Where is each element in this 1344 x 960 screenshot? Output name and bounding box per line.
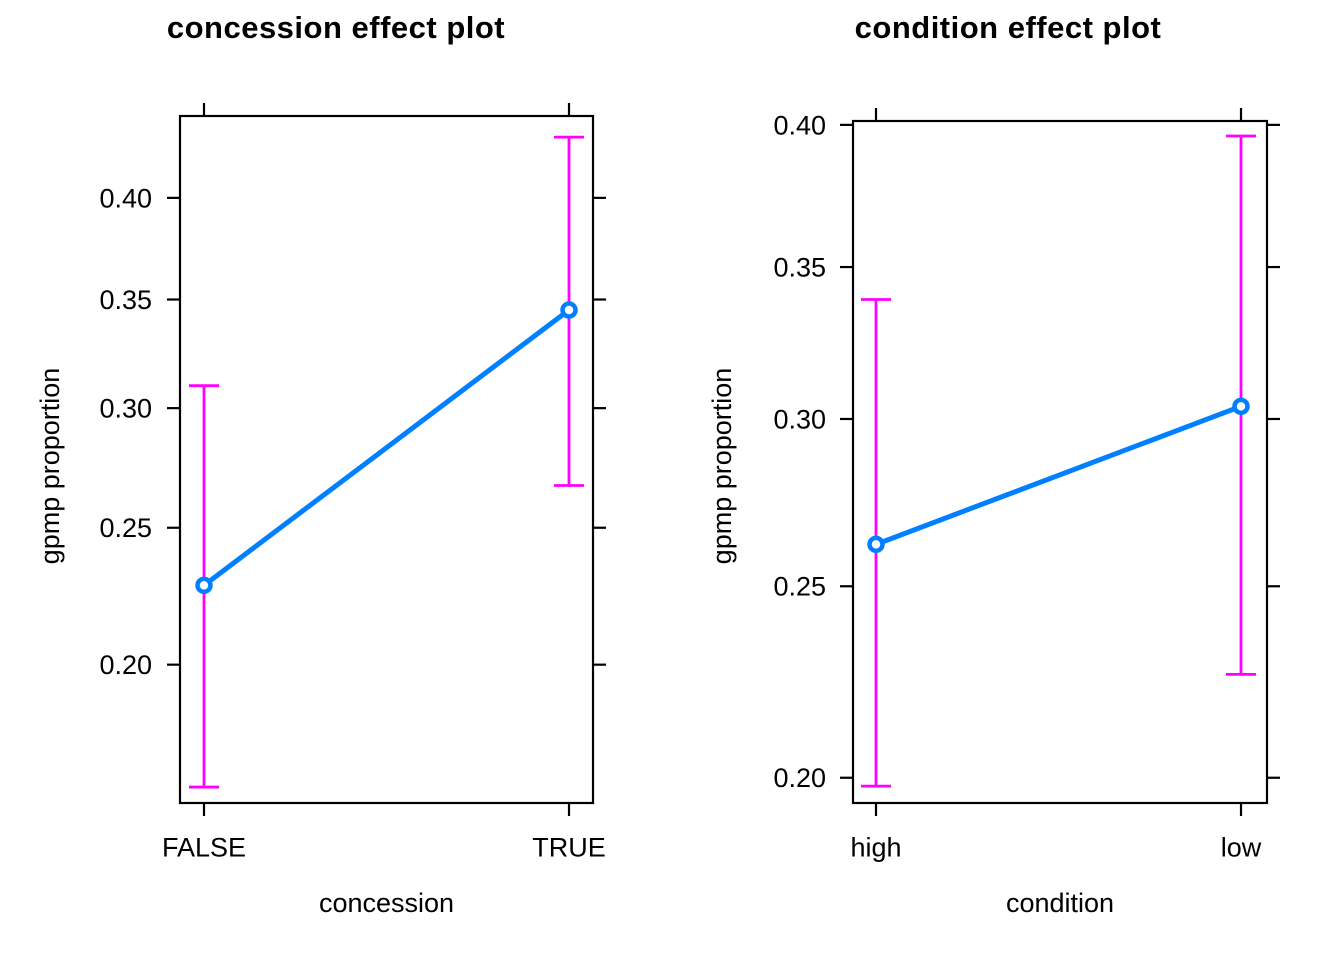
y-axis-tick-label: 0.25 (773, 572, 826, 602)
x-axis-label-condition: condition (1005, 888, 1115, 918)
trend-line (201, 307, 572, 588)
y-axis-label-concession: gpmp proportion (35, 367, 65, 565)
trend-line (873, 403, 1244, 547)
plot-box (178, 114, 595, 805)
y-axis-label-condition: gpmp proportion (707, 367, 737, 565)
fit-point-circle (867, 535, 885, 554)
x-category-label: TRUE (532, 832, 606, 862)
fit-point-circle (1232, 397, 1250, 416)
x-category-label: high (850, 832, 901, 862)
plot-title-concession: concession effect plot (166, 10, 506, 45)
y-axis-tick-label: 0.25 (99, 513, 152, 543)
x-axis-label-concession: concession (318, 888, 455, 918)
y-axis-tick-label: 0.30 (99, 394, 152, 424)
fit-point-circle (195, 576, 213, 595)
plot-box (851, 119, 1269, 805)
y-axis-tick-label: 0.35 (773, 252, 826, 282)
x-category-label: FALSE (162, 832, 246, 862)
y-axis-tick-label: 0.30 (773, 404, 826, 434)
y-axis-tick-label: 0.20 (99, 650, 152, 680)
y-axis-tick-label: 0.40 (773, 110, 826, 140)
y-axis-tick-label: 0.20 (773, 763, 826, 793)
x-category-label: low (1221, 832, 1262, 862)
plot-title-condition: condition effect plot (854, 10, 1162, 45)
fit-point-circle (560, 301, 578, 319)
y-axis-tick-label: 0.40 (99, 183, 152, 213)
y-axis-tick-label: 0.35 (99, 285, 152, 315)
